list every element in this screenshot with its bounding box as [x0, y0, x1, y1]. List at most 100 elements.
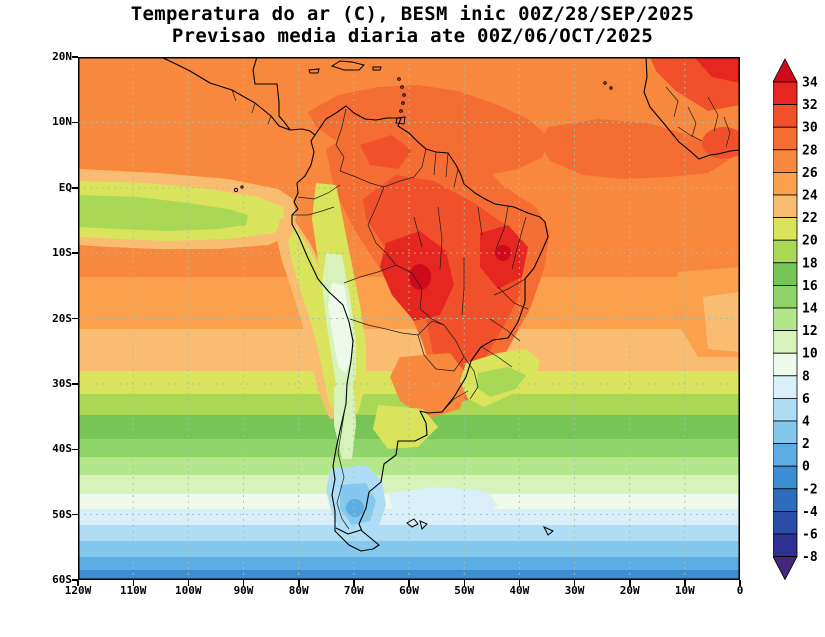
x-tick-mark [242, 580, 245, 586]
africa-coastline [643, 56, 741, 160]
y-axis-label: 30S [52, 376, 72, 390]
chile-argentina-border [336, 401, 350, 530]
x-tick-mark [518, 580, 521, 586]
galapagos-island [233, 187, 239, 193]
y-tick-mark [72, 252, 78, 254]
colorbar-label: 0 [802, 460, 810, 475]
y-axis-label: 40S [52, 442, 72, 456]
central-america-pacific-coast [160, 56, 316, 136]
x-tick-mark [187, 580, 190, 586]
max-heat-spot-east [495, 245, 511, 261]
magellan-strait [335, 527, 362, 535]
y-axis-label: EQ [58, 180, 72, 194]
colorbar-ar row-bottom [772, 556, 798, 581]
coastlines [160, 56, 741, 552]
temp-band [78, 557, 740, 570]
venezuela-hot-spot [360, 135, 412, 169]
y-tick-mark [72, 579, 78, 581]
south-georgia-island [542, 525, 554, 536]
x-axis-label: 110W [119, 584, 147, 597]
y-axis-label: 20S [52, 311, 72, 325]
falkland-island-west [406, 518, 419, 528]
x-axis-label: 50W [454, 584, 475, 597]
colorbar-cell [772, 194, 798, 219]
cold-tongue-core [78, 195, 248, 231]
benguela-inner [703, 292, 740, 352]
x-tick-mark [739, 580, 741, 586]
y-tick-mark [72, 121, 78, 124]
colorbar-cell [772, 217, 798, 241]
peru-bolivia-border [343, 264, 397, 284]
colorbar-label: -8 [802, 550, 818, 565]
cape-verde-island [609, 86, 613, 90]
y-axis-label: 20N [52, 50, 72, 63]
argentine-shelf-cool [388, 487, 498, 521]
colorbar-label: 6 [802, 392, 810, 407]
trinidad-island [395, 116, 406, 125]
x-axis-label: 70W [343, 584, 364, 597]
antilles-island [399, 109, 403, 113]
guianas-borders [433, 151, 459, 188]
x-tick-mark [353, 580, 355, 586]
africa-borders [665, 86, 731, 148]
southeast-brazil-cool-tongue [460, 349, 540, 407]
x-tick-mark [298, 580, 300, 586]
colorbar-cell [772, 397, 798, 422]
argentina-brazil-uruguay-borders [441, 356, 479, 413]
sahara-hot-core [694, 57, 740, 83]
colorbar-cell [772, 239, 798, 264]
x-axis-label: 40W [509, 584, 530, 597]
y-axis-label: 10N [52, 115, 72, 129]
colorbar-label: 32 [802, 98, 818, 113]
colorbar: 34 32 30 28 26 24 22 20 18 16 14 12 10 8… [772, 58, 825, 581]
colorbar-label: 34 [802, 76, 818, 91]
islands [233, 60, 613, 536]
y-tick-mark [72, 317, 78, 320]
colorbar-cell [772, 330, 798, 354]
colorbar-cell [772, 172, 798, 196]
peru-coastal-cool-inner [288, 227, 346, 409]
colorbar-cell [772, 488, 798, 512]
temperature-map [78, 56, 746, 580]
figure-title-line1: Temperatura do ar (C), BESM inic 00Z/28/… [130, 3, 695, 25]
x-axis-label: 90W [233, 584, 254, 597]
antilles-island [397, 77, 401, 81]
colorbar-label: -4 [802, 505, 818, 520]
colorbar-label: 20 [802, 234, 818, 249]
y-axis-label: 60S [52, 573, 72, 586]
central-america-borders [231, 89, 272, 125]
y-tick-mark [72, 56, 78, 58]
colorbar-cell [772, 307, 798, 332]
colorbar-cell [772, 262, 798, 286]
colorbar-scale: 34 32 30 28 26 24 22 20 18 16 14 12 10 8… [772, 58, 818, 581]
colorbar-label: 24 [802, 189, 818, 204]
x-axis-label: 30W [564, 584, 585, 597]
plot-frame [78, 57, 740, 580]
falkland-island-east [419, 520, 428, 530]
x-axis-label: 10W [674, 584, 695, 597]
x-tick-mark [463, 580, 465, 586]
y-tick-mark [72, 448, 78, 451]
colorbar-cell [772, 104, 798, 128]
x-axis-label: 0 [736, 584, 744, 597]
antilles-island [400, 85, 404, 89]
colorbar-label: 16 [802, 279, 818, 294]
x-tick-mark [132, 580, 134, 586]
y-axis-label: 10S [52, 246, 72, 260]
colorbar-cell [772, 352, 798, 377]
x-tick-mark [629, 580, 631, 586]
x-axis-label: 120W [64, 584, 92, 597]
colorbar-label: 8 [802, 369, 810, 384]
x-axis-label: 20W [619, 584, 640, 597]
colorbar-cell [772, 284, 798, 309]
north-brazil-borders [339, 148, 427, 188]
central-america-caribbean-coast [252, 56, 291, 131]
colorbar-label: 4 [802, 415, 810, 430]
bolivia-brazil-border [395, 264, 445, 326]
antilles-island [402, 93, 406, 97]
colorbar-cell [772, 533, 798, 558]
hispaniola-island [330, 60, 365, 71]
y-tick-mark [72, 513, 78, 516]
colorbar-label: -2 [802, 482, 818, 497]
